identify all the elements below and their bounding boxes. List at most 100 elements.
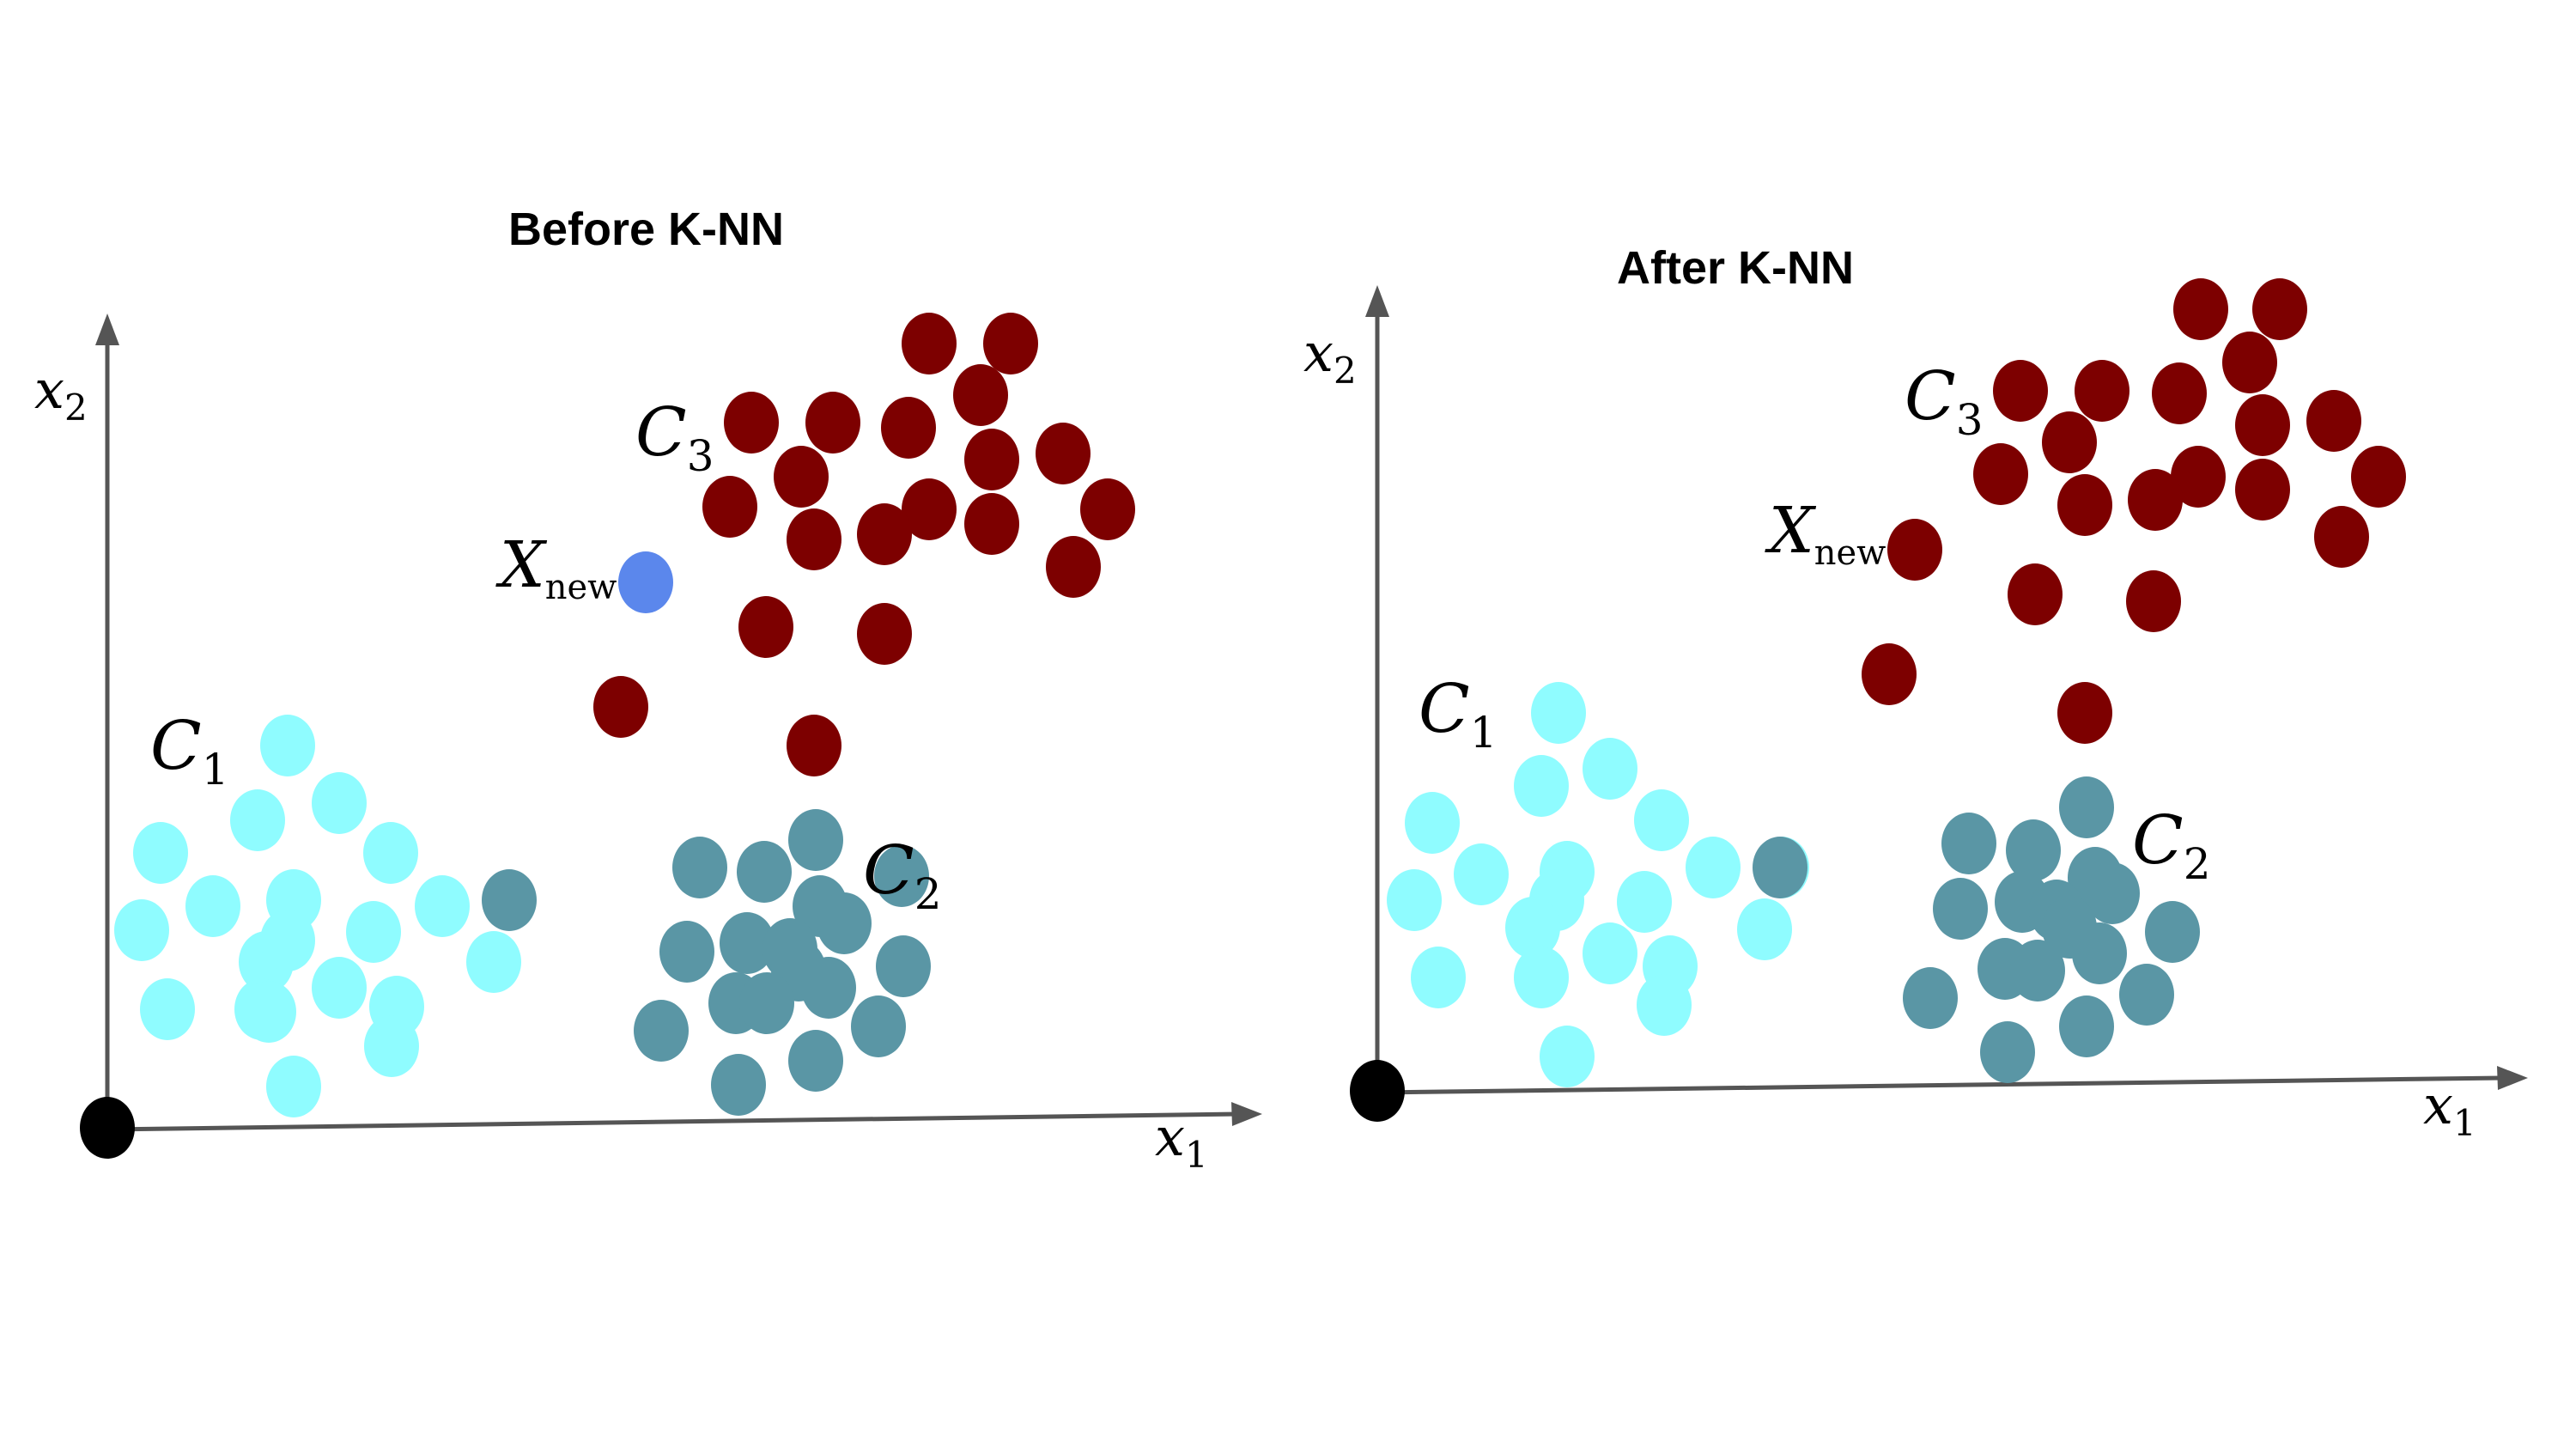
cluster-c1-points-before: [114, 715, 521, 1117]
x-axis-label-before: x1: [1155, 1105, 1208, 1176]
c1-before-point: [312, 957, 367, 1019]
c2-after-point: [2072, 922, 2127, 984]
c2-before-point: [634, 1000, 689, 1062]
c1-after-point: [1411, 947, 1466, 1008]
c2-before-point: [874, 845, 929, 907]
c1-after-point: [1737, 898, 1792, 960]
c2-before-point: [672, 837, 727, 898]
c2-before-point: [737, 841, 792, 903]
c3-after-point: [2152, 362, 2207, 424]
c3-before-point: [902, 478, 957, 540]
panel-title-before: Before K-NN: [508, 204, 784, 255]
cluster-c3-points-after: [1862, 278, 2406, 744]
c1-after-point: [1686, 837, 1741, 898]
c1-before-point: [140, 978, 195, 1040]
c3-before-point: [724, 392, 779, 454]
y-axis-arrow-after: [1365, 285, 1389, 317]
c1-before-point: [133, 822, 188, 884]
c3-after-point: [2171, 446, 2226, 508]
c1-before-point: [415, 875, 470, 937]
c2-after-point: [1753, 837, 1807, 898]
cluster-label-c2-after: C2: [2132, 802, 2211, 889]
c2-before-point: [711, 1054, 766, 1116]
c2-after-point: [2145, 901, 2200, 963]
c1-after-point: [1583, 922, 1637, 984]
c3-before-point: [983, 313, 1038, 374]
c2-after-point: [2085, 862, 2140, 924]
c1-before-point: [312, 772, 367, 834]
new-point-label-before: Xnew: [495, 528, 617, 607]
c3-before-point: [1046, 536, 1101, 598]
x-axis-arrow-before: [1231, 1102, 1262, 1126]
c2-after-point: [2119, 964, 2174, 1026]
c1-after-point: [1514, 947, 1569, 1008]
c3-after-point: [2306, 390, 2361, 452]
cluster-c2-points-after: [1753, 776, 2200, 1083]
panel-after: After K-NN x2 x1 C1 C2 C3: [1303, 242, 2528, 1144]
c3-after-point: [2128, 469, 2183, 531]
c1-before-point: [466, 931, 521, 993]
cluster-label-c3-before: C3: [635, 394, 714, 481]
c3-before-point: [953, 364, 1008, 426]
c3-before-point: [857, 603, 912, 665]
c3-before-point: [774, 446, 829, 508]
axes-after: [1365, 285, 2528, 1095]
c3-after-point: [1862, 643, 1917, 705]
c3-before-point: [1036, 423, 1091, 484]
c2-before-point: [659, 921, 714, 983]
y-axis-arrow-before: [95, 314, 119, 345]
c3-after-point: [2008, 563, 2063, 625]
panel-title-after: After K-NN: [1617, 242, 1854, 294]
c1-before-point: [185, 875, 240, 937]
c2-before-point: [851, 995, 906, 1057]
c3-after-point: [2314, 506, 2369, 568]
cluster-label-c1-after: C1: [1419, 671, 1498, 758]
c3-before-point: [738, 596, 793, 658]
c2-before-point: [801, 957, 856, 1019]
c3-before-point: [1080, 478, 1135, 540]
c3-after-point: [2235, 394, 2290, 456]
cluster-label-c1-before: C1: [150, 708, 229, 795]
c1-after-point: [1540, 1026, 1595, 1087]
cluster-label-c3-after: C3: [1905, 358, 1984, 445]
c2-after-point: [1941, 813, 1996, 874]
c3-before-point: [805, 392, 860, 454]
origin-point-after: [1350, 1060, 1405, 1122]
c2-after-point: [2059, 995, 2114, 1057]
c3-before-point: [902, 313, 957, 374]
c1-before-point: [260, 715, 315, 776]
y-axis-label-after: x2: [1303, 321, 1357, 392]
c2-before-point: [788, 809, 843, 871]
cluster-c2-points-before: [482, 809, 931, 1116]
axes-before: [95, 314, 1262, 1132]
c2-after-point: [1980, 1021, 2035, 1083]
c1-before-point: [260, 910, 315, 971]
c1-before-point: [114, 899, 169, 961]
c2-after-point: [2006, 819, 2061, 881]
c2-before-point: [720, 912, 775, 974]
c1-after-point: [1387, 869, 1442, 931]
c2-before-point: [788, 1030, 843, 1092]
c1-after-point: [1634, 789, 1689, 851]
c1-after-point: [1505, 897, 1560, 959]
cluster-c3-points-before: [593, 313, 1135, 776]
c1-after-point: [1405, 792, 1460, 854]
c3-after-point: [2173, 278, 2228, 340]
c1-before-point: [230, 789, 285, 851]
c3-after-point: [2042, 411, 2097, 473]
c1-after-point: [1617, 871, 1672, 933]
c3-after-point: [2126, 570, 2181, 632]
c1-before-point: [364, 1015, 419, 1077]
c1-after-point: [1583, 738, 1637, 800]
c3-after-point: [2252, 278, 2307, 340]
c3-before-point: [857, 503, 912, 565]
c3-before-point: [593, 676, 648, 738]
c3-after-point: [2351, 446, 2406, 508]
c1-before-point: [266, 1056, 321, 1117]
c3-before-point: [702, 476, 757, 538]
c3-after-point: [1973, 443, 2028, 505]
c1-before-point: [363, 822, 418, 884]
x-axis-arrow-after: [2497, 1066, 2528, 1090]
c2-before-point: [482, 869, 537, 931]
